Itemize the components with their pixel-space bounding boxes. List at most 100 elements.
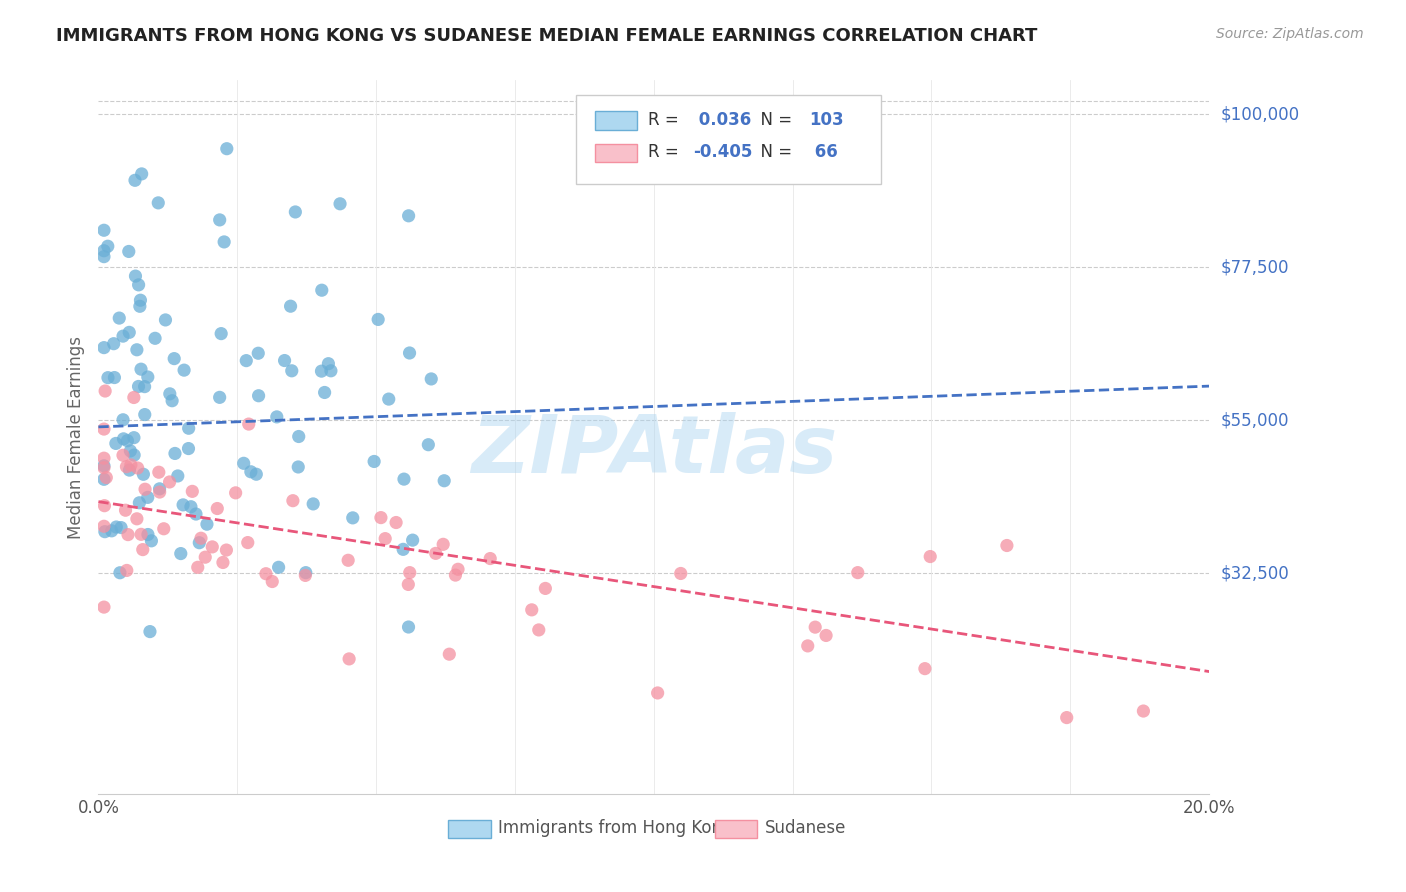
Point	[120, 458, 142, 472]
Point	[132, 542, 155, 557]
Point	[118, 326, 141, 340]
Point	[108, 566, 131, 580]
Text: R =: R =	[648, 111, 685, 128]
Text: $77,500: $77,500	[1220, 258, 1289, 277]
Point	[120, 443, 142, 458]
Point	[273, 353, 295, 368]
Point	[329, 196, 352, 211]
Point	[920, 549, 942, 564]
Point	[201, 540, 224, 554]
Text: ZIPAtlas: ZIPAtlas	[471, 412, 837, 491]
Bar	[449, 820, 491, 838]
Bar	[595, 111, 637, 129]
Point	[187, 560, 209, 574]
Point	[155, 313, 177, 327]
Text: N =: N =	[751, 111, 797, 128]
Point	[190, 531, 212, 545]
Point	[136, 370, 159, 384]
Text: -0.405: -0.405	[693, 144, 752, 161]
Point	[287, 429, 309, 443]
Point	[172, 498, 194, 512]
Point	[110, 520, 132, 534]
Point	[136, 527, 159, 541]
Point	[367, 312, 389, 326]
Point	[377, 392, 399, 406]
Point	[194, 550, 217, 565]
Point	[281, 364, 304, 378]
Text: Source: ZipAtlas.com: Source: ZipAtlas.com	[1216, 27, 1364, 41]
Point	[212, 556, 235, 570]
Point	[117, 434, 139, 448]
Point	[385, 516, 408, 530]
Point	[797, 639, 820, 653]
Point	[136, 491, 159, 505]
Point	[337, 553, 360, 567]
Point	[433, 474, 456, 488]
Point	[294, 568, 316, 582]
Point	[128, 496, 150, 510]
Point	[125, 512, 148, 526]
Point	[239, 465, 262, 479]
Point	[97, 239, 120, 253]
Point	[94, 524, 117, 539]
Point	[160, 393, 183, 408]
Point	[398, 566, 420, 580]
Point	[342, 511, 364, 525]
Point	[93, 223, 115, 237]
Point	[188, 535, 211, 549]
Point	[294, 566, 316, 580]
Text: IMMIGRANTS FROM HONG KONG VS SUDANESE MEDIAN FEMALE EARNINGS CORRELATION CHART: IMMIGRANTS FROM HONG KONG VS SUDANESE ME…	[56, 27, 1038, 45]
Point	[1056, 710, 1078, 724]
Point	[129, 293, 152, 308]
Point	[995, 539, 1018, 553]
Point	[439, 647, 461, 661]
Point	[815, 628, 838, 642]
Point	[139, 624, 162, 639]
Point	[235, 353, 257, 368]
Point	[534, 582, 557, 596]
Point	[122, 448, 145, 462]
Text: N =: N =	[751, 144, 797, 161]
Point	[374, 532, 396, 546]
Point	[398, 209, 420, 223]
Point	[398, 620, 420, 634]
Point	[398, 346, 420, 360]
Point	[245, 467, 267, 482]
Point	[143, 331, 166, 345]
Point	[93, 250, 115, 264]
Point	[319, 364, 342, 378]
Point	[236, 535, 259, 549]
Point	[669, 566, 692, 581]
Text: $100,000: $100,000	[1220, 105, 1299, 123]
Point	[163, 351, 186, 366]
Point	[302, 497, 325, 511]
Point	[159, 387, 181, 401]
Point	[134, 408, 156, 422]
Point	[254, 566, 277, 581]
Point	[238, 417, 260, 431]
Y-axis label: Median Female Earnings: Median Female Earnings	[66, 335, 84, 539]
Point	[159, 475, 181, 489]
Text: 66: 66	[810, 144, 838, 161]
Point	[93, 422, 115, 436]
Point	[124, 173, 146, 187]
Point	[846, 566, 869, 580]
Point	[208, 390, 231, 404]
Point	[111, 448, 134, 462]
Bar	[714, 820, 756, 838]
Point	[118, 244, 141, 259]
Point	[93, 451, 115, 466]
Point	[444, 568, 467, 582]
Point	[152, 522, 174, 536]
Point	[370, 510, 392, 524]
Point	[177, 442, 200, 456]
Point	[1132, 704, 1154, 718]
Point	[418, 438, 440, 452]
Point	[97, 370, 120, 384]
Point	[118, 463, 141, 477]
Point	[131, 167, 153, 181]
Point	[311, 364, 333, 378]
Point	[128, 379, 150, 393]
Point	[105, 520, 128, 534]
Point	[195, 517, 218, 532]
